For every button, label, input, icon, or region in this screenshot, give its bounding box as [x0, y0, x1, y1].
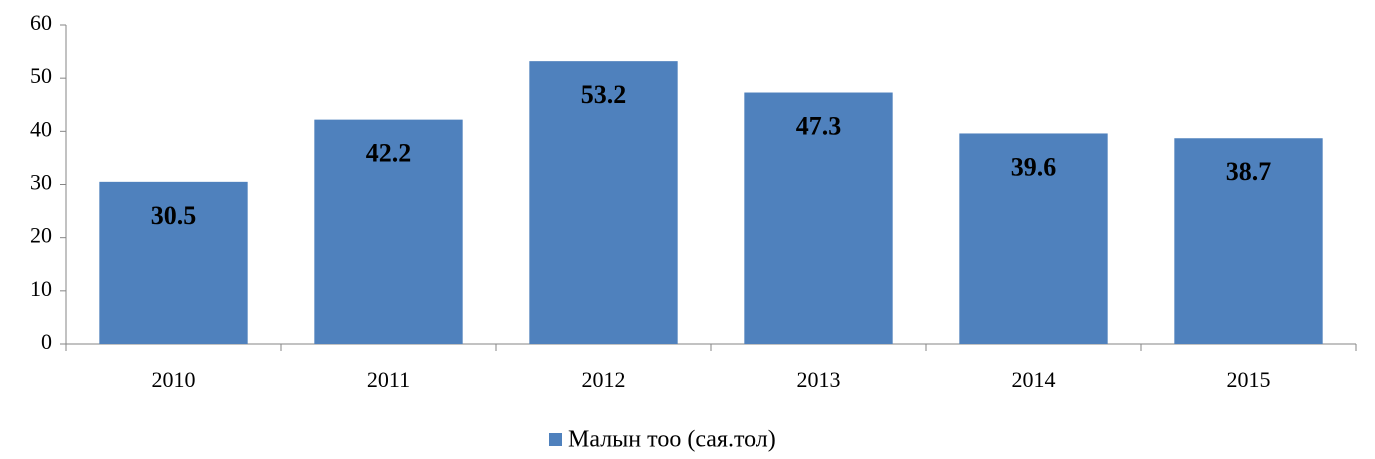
x-tick-label: 2011	[367, 367, 410, 392]
bar	[99, 181, 248, 344]
x-tick-label: 2010	[152, 367, 196, 392]
y-tick-label: 20	[30, 223, 52, 248]
legend-label: Малын тоо (сая.тол)	[568, 427, 776, 453]
data-label: 39.6	[1011, 152, 1057, 181]
data-label: 47.3	[796, 111, 842, 140]
data-label: 38.7	[1226, 157, 1272, 186]
y-tick-label: 50	[30, 63, 52, 88]
data-label: 42.2	[366, 139, 412, 168]
y-tick-label: 40	[30, 116, 52, 141]
bar	[744, 92, 893, 344]
y-tick-label: 10	[30, 276, 52, 301]
bar	[959, 133, 1108, 344]
x-tick-label: 2015	[1227, 367, 1271, 392]
x-tick-label: 2012	[582, 367, 626, 392]
bar	[1174, 138, 1323, 344]
y-tick-label: 60	[30, 10, 52, 35]
x-tick-label: 2014	[1012, 367, 1056, 392]
data-label: 53.2	[581, 80, 627, 109]
x-tick-label: 2013	[797, 367, 841, 392]
y-tick-label: 0	[41, 329, 52, 354]
legend-swatch	[549, 433, 562, 446]
bar	[314, 119, 463, 345]
bar	[529, 61, 678, 345]
data-label: 30.5	[151, 201, 197, 230]
y-tick-label: 30	[30, 170, 52, 195]
